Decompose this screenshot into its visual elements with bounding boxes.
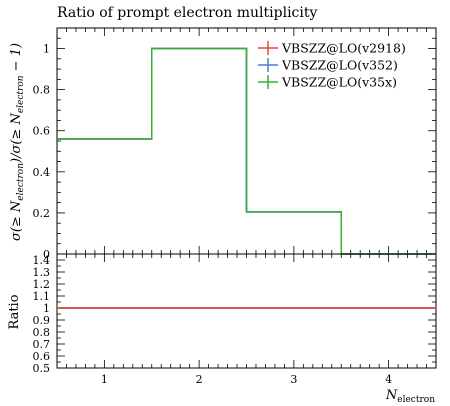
- ratio-y-tick-label: 1.3: [33, 266, 51, 279]
- ratio-y-tick-label: 0.8: [33, 326, 51, 339]
- y-axis-label: σ(≥ Nelectron)/σ(≥ Nelectron − 1): [9, 43, 26, 241]
- ratio-y-tick-label: 0.7: [33, 338, 51, 351]
- ratio-axes-box: [56, 253, 437, 369]
- x-tick-label: 3: [290, 373, 297, 386]
- ratio-y-tick-label: 0.9: [33, 314, 51, 327]
- legend-label: VBSZZ@LO(v35x): [281, 75, 397, 90]
- x-axis-label: Nelectron: [385, 388, 435, 405]
- legend: VBSZZ@LO(v2918) VBSZZ@LO(v352) VBSZZ@LO(v3…: [258, 41, 406, 90]
- x-tick-label: 2: [196, 373, 203, 386]
- x-tick-label: 4: [385, 373, 392, 386]
- y-tick-label: 0: [43, 248, 50, 261]
- y-axis-label-sub1: electron: [16, 163, 26, 201]
- ratio-y-tick-label: 0.5: [33, 362, 51, 375]
- ratio-y-tick-label: 1.1: [33, 290, 51, 303]
- ratio-y-tick-label: 1: [43, 302, 50, 315]
- series-line-3: [57, 47, 436, 255]
- y-tick-label: 0.2: [33, 207, 51, 220]
- x-tick-label: 1: [101, 373, 108, 386]
- legend-label: VBSZZ@LO(v2918): [281, 41, 406, 56]
- ratio-y-tick-label: 1.4: [33, 254, 51, 267]
- ratio-y-axis-label: Ratio: [7, 294, 22, 329]
- y-tick-label: 0.4: [33, 166, 51, 179]
- y-axis-label-suffix: − 1): [9, 43, 24, 76]
- ratio-y-tick-label: 0.6: [33, 350, 51, 363]
- y-tick-label: 0.6: [33, 125, 51, 138]
- ratio-plot-frame: 0.50.60.70.80.911.11.21.31.41 2 3 4: [33, 253, 437, 386]
- y-tick-label: 1: [43, 43, 50, 56]
- legend-label: VBSZZ@LO(v352): [281, 58, 398, 73]
- y-tick-label: 0.8: [33, 84, 51, 97]
- y-axis-label-sub2: electron: [16, 75, 26, 113]
- x-axis-label-main: N: [385, 388, 398, 403]
- ratio-y-tick-label: 1.2: [33, 278, 51, 291]
- y-axis-label-middle: )/σ(≥ N: [9, 113, 24, 164]
- y-axis-label-prefix: σ(≥ N: [9, 200, 24, 241]
- x-axis-label-sub: electron: [397, 395, 435, 405]
- chart-title: Ratio of prompt electron multiplicity: [57, 5, 317, 21]
